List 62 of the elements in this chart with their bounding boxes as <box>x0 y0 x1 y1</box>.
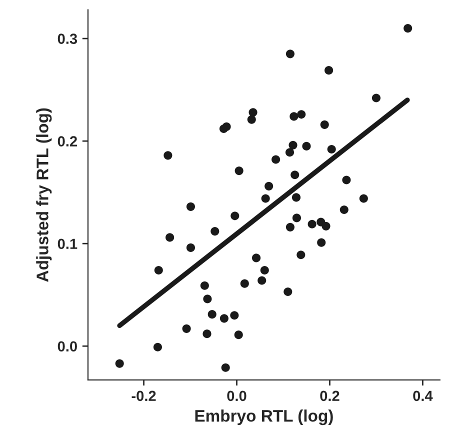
point <box>221 363 230 372</box>
point <box>240 279 249 288</box>
x-tick-label: 0.4 <box>413 390 433 402</box>
y-tick-label: 0.1 <box>58 238 78 250</box>
point <box>322 222 330 230</box>
point <box>264 182 274 190</box>
point <box>288 140 298 150</box>
point <box>292 193 301 202</box>
point <box>404 24 412 33</box>
point <box>186 202 196 211</box>
point <box>208 310 216 319</box>
point <box>210 227 220 236</box>
point <box>284 287 292 296</box>
point <box>203 294 212 304</box>
point <box>200 281 209 290</box>
point <box>308 220 316 228</box>
point <box>261 194 270 203</box>
point <box>286 50 294 58</box>
point <box>340 205 348 214</box>
point <box>327 144 336 154</box>
point <box>320 120 329 129</box>
point <box>290 170 300 180</box>
point <box>317 238 326 247</box>
point <box>247 115 256 124</box>
point <box>260 266 269 275</box>
point <box>182 324 191 333</box>
x-tick-label: -0.2 <box>132 390 156 402</box>
point <box>222 122 231 131</box>
point <box>372 94 381 102</box>
point <box>285 148 294 157</box>
point <box>248 108 258 117</box>
point <box>234 166 244 176</box>
point <box>230 212 240 220</box>
point <box>202 330 212 338</box>
point <box>153 342 162 352</box>
y-tick-label: 0.2 <box>58 136 77 146</box>
point <box>302 142 311 150</box>
point <box>290 112 298 121</box>
point <box>342 176 351 184</box>
point <box>272 155 280 164</box>
point <box>292 214 302 222</box>
y-tick-label: 0.0 <box>58 341 77 352</box>
x-tick-label: 0.2 <box>320 390 340 402</box>
point <box>359 194 368 203</box>
point <box>297 110 306 119</box>
point <box>296 250 306 260</box>
x-tick-label: 0.0 <box>227 390 246 402</box>
x-axis-title: Embryo RTL (log) <box>195 410 333 426</box>
point <box>324 66 334 75</box>
point <box>115 359 124 368</box>
y-tick-label: 0.3 <box>58 34 78 44</box>
point <box>258 276 266 285</box>
point <box>186 243 196 252</box>
point <box>220 314 228 323</box>
point <box>154 266 163 275</box>
y-axis-title: Adjusted fry RTL (log) <box>36 108 52 282</box>
point <box>234 330 243 340</box>
point <box>286 222 294 232</box>
point <box>166 233 174 242</box>
point <box>252 254 261 262</box>
point <box>230 311 239 320</box>
point <box>164 151 172 160</box>
